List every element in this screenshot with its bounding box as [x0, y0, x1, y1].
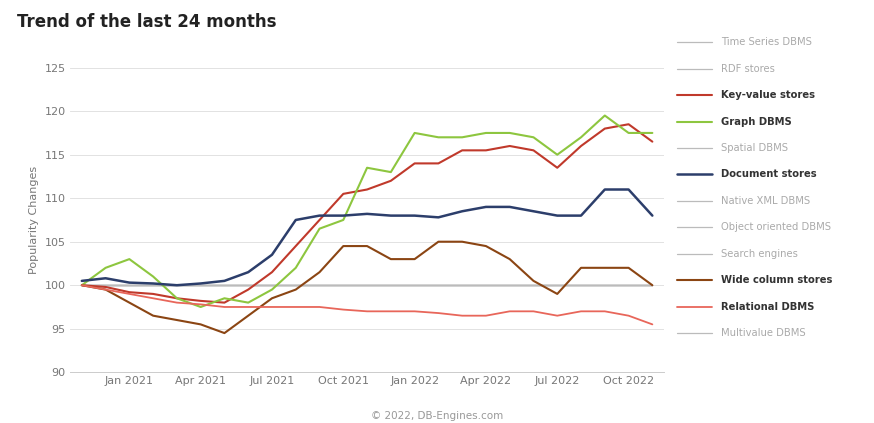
Text: Spatial DBMS: Spatial DBMS [721, 143, 788, 153]
Text: Search engines: Search engines [721, 249, 798, 259]
Text: Object oriented DBMS: Object oriented DBMS [721, 222, 831, 232]
Text: Document stores: Document stores [721, 170, 816, 179]
Text: Graph DBMS: Graph DBMS [721, 117, 792, 126]
Y-axis label: Popularity Changes: Popularity Changes [29, 166, 39, 274]
Text: Trend of the last 24 months: Trend of the last 24 months [17, 13, 277, 31]
Text: Multivalue DBMS: Multivalue DBMS [721, 328, 806, 338]
Text: Relational DBMS: Relational DBMS [721, 302, 815, 312]
Text: Time Series DBMS: Time Series DBMS [721, 37, 812, 47]
Text: RDF stores: RDF stores [721, 64, 775, 74]
Text: © 2022, DB-Engines.com: © 2022, DB-Engines.com [371, 411, 503, 421]
Text: Native XML DBMS: Native XML DBMS [721, 196, 810, 206]
Text: Wide column stores: Wide column stores [721, 275, 832, 285]
Text: Key-value stores: Key-value stores [721, 90, 815, 100]
